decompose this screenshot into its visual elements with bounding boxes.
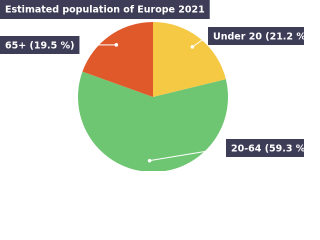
leader-line	[149, 147, 227, 162]
label-text: 65+ (19.5 %)	[5, 40, 74, 51]
slice-label: 65+ (19.5 %)	[0, 36, 80, 54]
value-label: (21.2 %)	[265, 31, 304, 42]
category-name: Under 20	[213, 31, 262, 42]
label-text: Under 20 (21.2 %)	[213, 31, 304, 42]
category-name: 65+	[5, 40, 26, 51]
label-box	[0, 36, 80, 54]
leader-dot	[147, 158, 152, 163]
value-label: (19.5 %)	[30, 40, 75, 51]
pie-slice	[153, 22, 226, 97]
leader-dot	[114, 43, 119, 47]
pie-slice	[78, 71, 228, 171]
leader-dot	[190, 45, 195, 49]
label-text: 20-64 (59.3 %)	[231, 143, 304, 154]
category-name: 20-64	[231, 143, 262, 154]
pie-slice	[82, 22, 153, 97]
title-box	[0, 0, 210, 19]
slice-label: 20-64 (59.3 %)	[226, 139, 304, 157]
label-box	[208, 27, 304, 45]
leader-line	[192, 35, 209, 48]
chart: Estimated population of Europe 2021 Unde…	[0, 0, 304, 171]
value-label: (59.3 %)	[265, 143, 304, 154]
label-box	[226, 139, 304, 157]
slice-label: Under 20 (21.2 %)	[208, 27, 304, 45]
chart-title: Estimated population of Europe 2021	[5, 5, 205, 16]
